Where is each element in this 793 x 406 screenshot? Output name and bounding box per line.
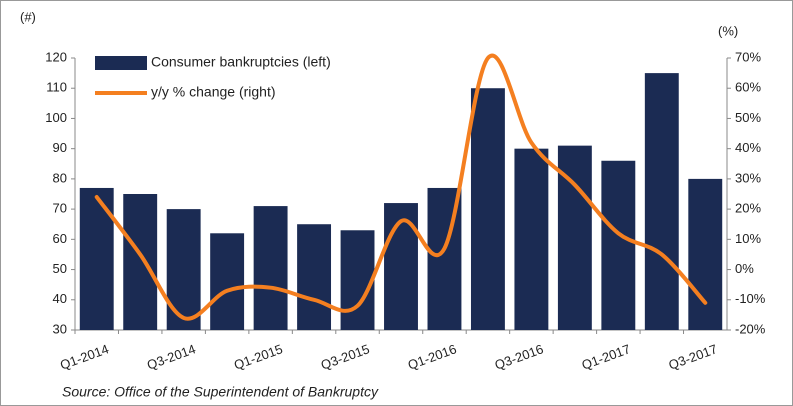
x-tick-label: Q1-2017 <box>580 341 633 372</box>
x-tick-label: Q3-2017 <box>667 341 720 372</box>
y2-tick-label: 50% <box>735 110 761 125</box>
bar <box>601 160 636 330</box>
x-tick-label: Q1-2016 <box>406 341 459 372</box>
bar <box>644 73 679 330</box>
y2-tick-label: 20% <box>735 201 761 216</box>
y2-tick-label: 30% <box>735 170 761 185</box>
y-tick-label: 60 <box>53 231 67 246</box>
bar <box>210 233 245 330</box>
y-tick-label: 80 <box>53 170 67 185</box>
y2-tick-label: 70% <box>735 49 761 64</box>
line <box>94 53 708 321</box>
y2-tick-label: 40% <box>735 140 761 155</box>
y-tick-label: 110 <box>46 80 67 95</box>
bar <box>688 178 723 330</box>
x-tick-label: Q1-2015 <box>232 341 285 372</box>
bar <box>297 224 332 330</box>
legend-label: Consumer bankruptcies (left) <box>151 54 331 70</box>
y-tick-label: 40 <box>53 291 67 306</box>
x-tick-label: Q1-2014 <box>58 341 111 372</box>
y2-tick-label: 60% <box>735 80 761 95</box>
y-tick-label: 90 <box>53 140 67 155</box>
y-axis-label: (#) <box>20 9 36 24</box>
y-tick-label: 50 <box>53 261 67 276</box>
y-tick-label: 70 <box>53 201 67 216</box>
bar <box>340 230 375 330</box>
source-note: Source: Office of the Superintendent of … <box>62 384 379 400</box>
legend-label: y/y % change (right) <box>151 84 276 100</box>
bar <box>470 88 505 330</box>
bar <box>123 194 158 330</box>
y2-tick-label: -10% <box>735 291 766 306</box>
y2-tick-label: 0% <box>735 261 754 276</box>
x-tick-label: Q3-2016 <box>493 341 546 372</box>
bar <box>166 209 201 330</box>
y-tick-label: 100 <box>45 110 67 125</box>
y-tick-label: 30 <box>53 321 67 336</box>
bar <box>253 206 288 330</box>
x-tick-label: Q3-2014 <box>145 341 198 372</box>
y2-axis-label: (%) <box>718 23 738 38</box>
y2-tick-label: -20% <box>735 321 766 336</box>
y2-tick-label: 10% <box>735 231 761 246</box>
bar <box>514 148 549 330</box>
legend-swatch <box>95 56 147 70</box>
x-tick-label: Q3-2015 <box>319 341 372 372</box>
y-tick-label: 120 <box>45 49 67 64</box>
